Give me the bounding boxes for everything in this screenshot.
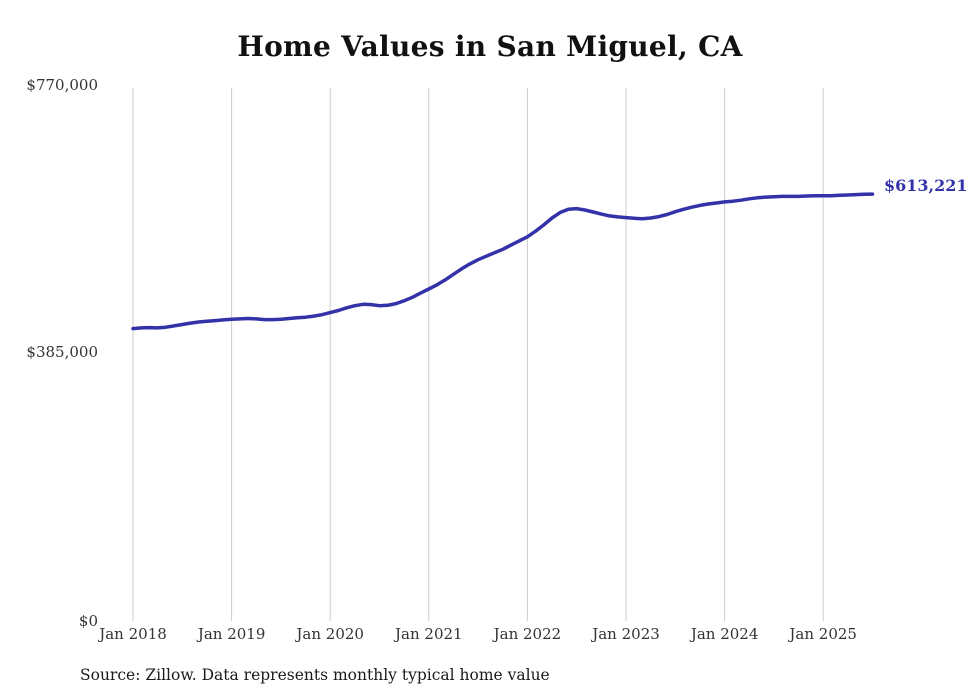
x-tick-label: Jan 2020 [296,625,364,643]
home-value-line [131,192,875,331]
source-note: Source: Zillow. Data represents monthly … [80,666,550,684]
y-axis-tick-0: $0 [78,612,98,630]
x-tick-label: Jan 2021 [395,625,463,643]
y-axis-tick-770000: $770,000 [26,76,98,94]
x-tick-label: Jan 2022 [493,625,562,643]
chart-title: Home Values in San Miguel, CA [237,30,743,63]
x-tick-label: Jan 2023 [592,625,660,643]
x-tick-label: Jan 2018 [99,625,167,643]
gridlines [132,88,824,621]
y-axis-tick-385000: $385,000 [26,343,98,361]
x-tick-label: Jan 2025 [789,625,857,643]
x-tick-label: Jan 2024 [690,625,759,643]
current-value-label: $613,221 [884,176,968,195]
x-tick-label: Jan 2019 [197,625,266,643]
